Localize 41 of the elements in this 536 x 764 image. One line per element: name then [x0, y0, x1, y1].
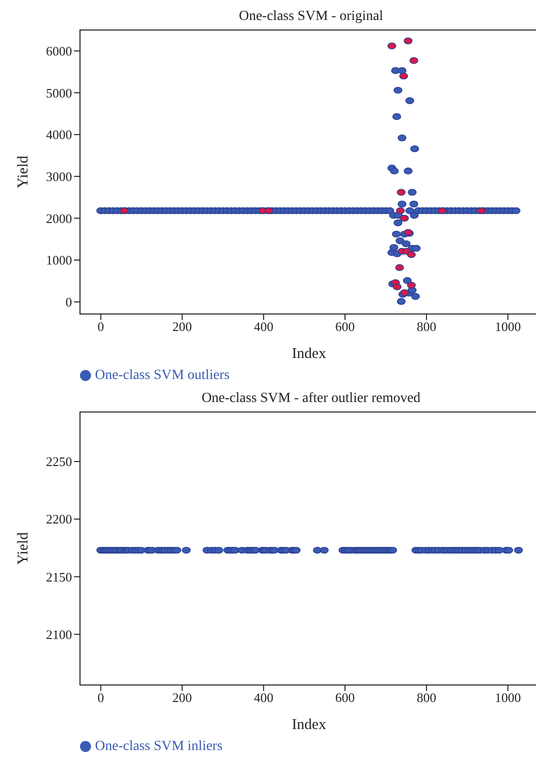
- point: [396, 207, 405, 214]
- x-tick-label: 200: [172, 690, 192, 706]
- y-tick-label: 2100: [46, 626, 72, 642]
- x-tick-label: 400: [254, 690, 274, 706]
- x-tick-label: 1000: [494, 690, 521, 706]
- legend-label: One-class SVM outliers: [95, 368, 230, 383]
- y-tick-label: 1000: [46, 252, 72, 268]
- x-axis-title: Index: [292, 717, 327, 733]
- x-tick-label: 0: [98, 690, 104, 706]
- y-tick-label: 5000: [46, 85, 72, 100]
- x-tick-label: 800: [416, 690, 436, 706]
- legend-label: One-class SVM inliers: [95, 739, 223, 754]
- point: [399, 72, 408, 80]
- chart-title: One-class SVM - original: [238, 8, 384, 26]
- point: [392, 283, 402, 290]
- x-tick-label: 600: [335, 319, 355, 334]
- point: [406, 251, 416, 258]
- y-tick-label: 2250: [46, 454, 72, 470]
- y-tick-label: 2150: [46, 569, 72, 584]
- y-tick-label: 3000: [46, 169, 72, 184]
- x-tick-label: 800: [416, 319, 436, 334]
- y-tick-label: 4000: [46, 127, 72, 142]
- y-axis-title: Yield: [15, 532, 32, 565]
- x-tick-label: 600: [335, 690, 355, 706]
- point: [395, 264, 404, 271]
- y-tick-label: 0: [66, 294, 72, 310]
- point: [406, 282, 416, 289]
- x-tick-label: 400: [254, 319, 274, 334]
- x-tick-label: 200: [172, 319, 192, 334]
- point: [409, 57, 418, 64]
- point: [404, 37, 413, 44]
- point: [396, 188, 406, 196]
- chart-title: One-class SVM - after outlier removed: [200, 390, 422, 408]
- x-tick-label: 0: [98, 319, 104, 334]
- y-tick-label: 2000: [46, 210, 72, 226]
- point: [387, 42, 396, 50]
- x-tick-label: 1000: [494, 319, 521, 334]
- y-tick-label: 6000: [46, 44, 72, 59]
- y-tick-label: 2200: [46, 512, 72, 527]
- x-axis-title: Index: [292, 346, 327, 362]
- y-axis-title: Yield: [15, 155, 32, 188]
